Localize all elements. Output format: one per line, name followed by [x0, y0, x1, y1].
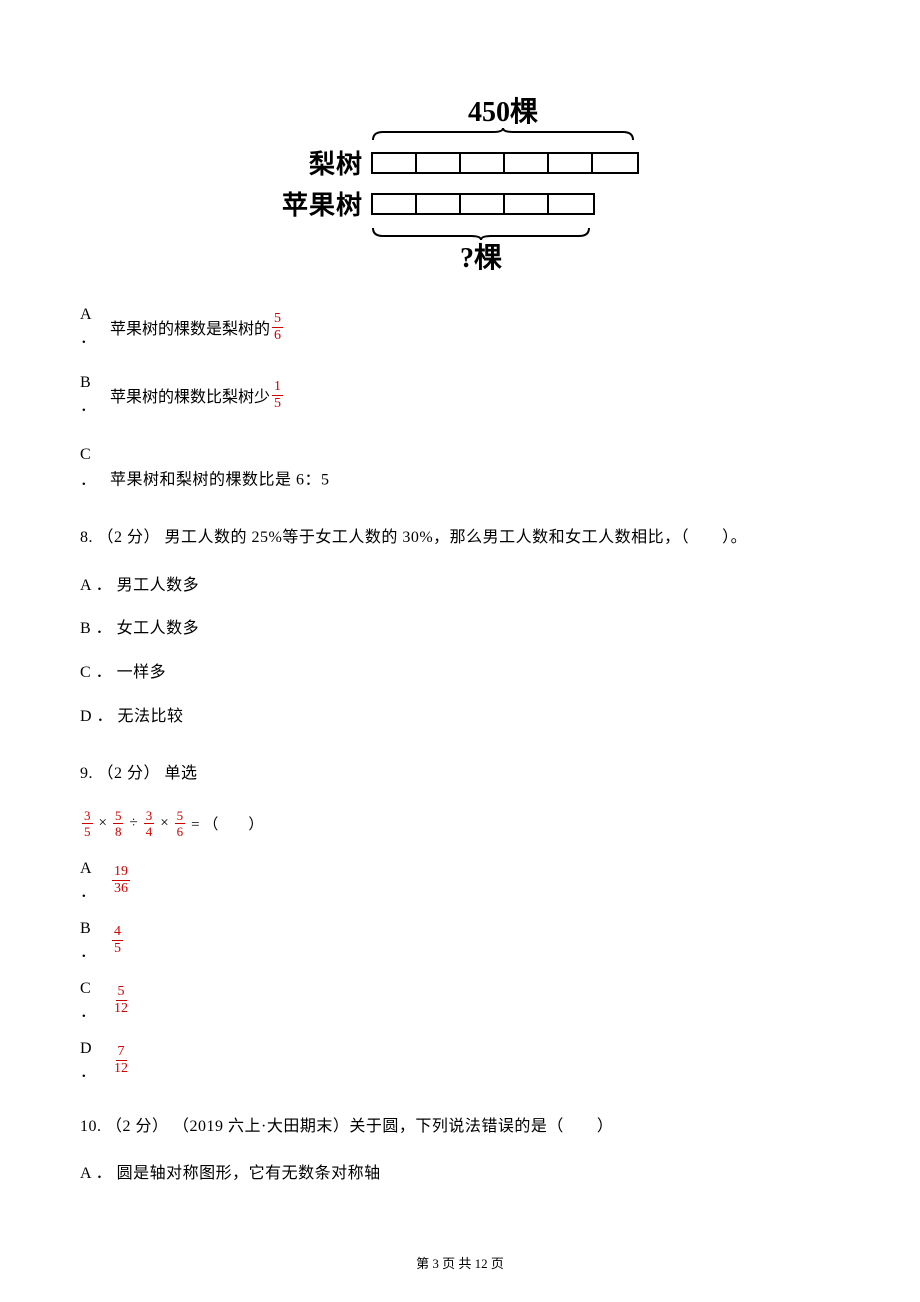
- pear-tree-bar: [371, 152, 639, 174]
- fraction: 1936: [112, 865, 130, 896]
- q7-option-a: A ． 苹果树的棵数是梨树的 5 6: [80, 306, 840, 348]
- option-text: 苹果树和梨树的棵数比是 6：5: [110, 472, 330, 489]
- page-footer: 第 3 页 共 12 页: [0, 1253, 920, 1272]
- diagram-bottom-brace: [371, 226, 591, 238]
- q8-option-b: B ． 女工人数多: [80, 616, 840, 642]
- apple-tree-bar: [371, 193, 595, 215]
- q9-option-d: D ．712: [80, 1040, 840, 1082]
- option-text: 苹果树的棵数是梨树的: [110, 315, 270, 339]
- pear-tree-label: 梨树: [281, 144, 371, 181]
- option-letter: A ．: [80, 306, 110, 348]
- fraction: 5 6: [272, 312, 283, 343]
- diagram-top-brace: [371, 128, 635, 140]
- operator: ÷: [129, 815, 137, 832]
- option-letter: C ．: [80, 980, 110, 1022]
- expression-tail: = （ ）: [191, 813, 263, 834]
- fraction: 34: [144, 809, 155, 838]
- q8-stem: 8. （2 分） 男工人数的 25%等于女工人数的 30%，那么男工人数和女工人…: [80, 525, 840, 551]
- tree-ratio-diagram: 450棵 梨树 苹果树 ?棵: [80, 90, 840, 276]
- apple-tree-row: 苹果树: [281, 185, 639, 222]
- option-text: 苹果树的棵数比梨树少: [110, 383, 270, 407]
- q9-stem: 9. （2 分） 单选: [80, 761, 840, 787]
- q10-stem: 10. （2 分） （2019 六上·大田期末）关于圆，下列说法错误的是（ ）: [80, 1114, 840, 1140]
- q8-option-a: A ． 男工人数多: [80, 573, 840, 599]
- fraction: 512: [112, 985, 130, 1016]
- option-letter: B ．: [80, 920, 110, 962]
- operator: ×: [160, 815, 168, 832]
- q7-option-c: C ．苹果树和梨树的棵数比是 6：5: [80, 442, 840, 493]
- diagram-top-label: 450棵: [371, 90, 635, 130]
- option-letter: D ．: [80, 1040, 110, 1082]
- q9-option-c: C ．512: [80, 980, 840, 1022]
- q7-option-b: B ． 苹果树的棵数比梨树少 1 5: [80, 374, 840, 416]
- option-letter: A ．: [80, 860, 110, 902]
- fraction: 45: [112, 925, 123, 956]
- fraction: 712: [112, 1045, 130, 1076]
- fraction: 35: [82, 809, 93, 838]
- option-letter: C ．: [80, 442, 110, 493]
- fraction: 1 5: [272, 380, 283, 411]
- fraction: 58: [113, 809, 124, 838]
- apple-tree-label: 苹果树: [281, 185, 371, 222]
- q8-option-c: C ． 一样多: [80, 660, 840, 686]
- option-letter: B ．: [80, 374, 110, 416]
- q9-option-a: A ．1936: [80, 860, 840, 902]
- fraction: 56: [175, 809, 186, 838]
- pear-tree-row: 梨树: [281, 144, 639, 181]
- q10-option-a: A ． 圆是轴对称图形，它有无数条对称轴: [80, 1161, 840, 1187]
- operator: ×: [99, 815, 107, 832]
- q9-option-b: B ．45: [80, 920, 840, 962]
- diagram-bottom-label: ?棵: [371, 236, 591, 276]
- q9-expression: 35 × 58 ÷ 34 × 56 = （ ）: [80, 809, 840, 838]
- q8-option-d: D ． 无法比较: [80, 704, 840, 730]
